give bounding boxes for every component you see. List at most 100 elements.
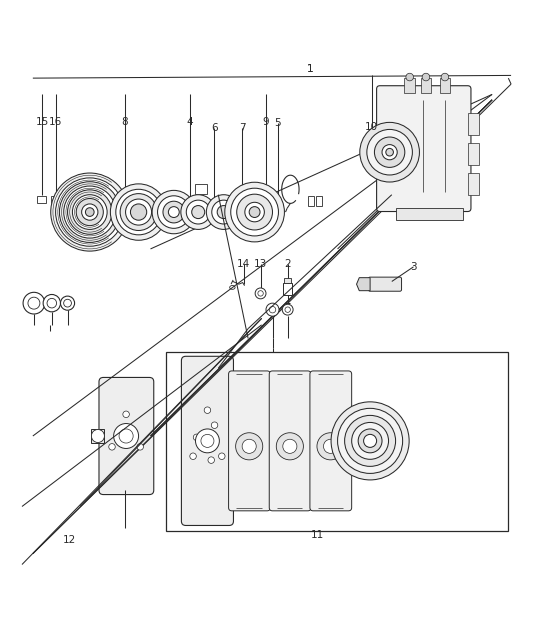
Circle shape — [331, 402, 409, 480]
Circle shape — [190, 453, 196, 460]
Circle shape — [116, 189, 161, 235]
FancyBboxPatch shape — [368, 277, 402, 291]
Bar — [283, 283, 292, 295]
Circle shape — [266, 303, 279, 316]
Circle shape — [109, 443, 115, 450]
Circle shape — [186, 200, 210, 224]
Circle shape — [225, 182, 284, 242]
Circle shape — [324, 439, 337, 453]
Circle shape — [152, 190, 196, 234]
Circle shape — [283, 439, 297, 453]
Circle shape — [386, 148, 393, 156]
Circle shape — [64, 300, 71, 307]
Bar — [37, 196, 46, 203]
Circle shape — [123, 411, 129, 418]
Circle shape — [367, 129, 413, 175]
FancyBboxPatch shape — [310, 371, 352, 511]
FancyBboxPatch shape — [377, 86, 471, 212]
Circle shape — [125, 199, 152, 225]
Text: 1: 1 — [307, 64, 314, 74]
Circle shape — [113, 423, 138, 448]
Bar — [421, 78, 432, 94]
Circle shape — [168, 207, 179, 217]
Text: 15: 15 — [35, 117, 49, 126]
Circle shape — [207, 195, 241, 229]
Circle shape — [258, 291, 263, 296]
Circle shape — [64, 186, 116, 238]
Circle shape — [111, 184, 167, 241]
Circle shape — [76, 198, 104, 225]
Circle shape — [276, 433, 304, 460]
Circle shape — [59, 181, 120, 242]
Bar — [439, 78, 450, 94]
Circle shape — [119, 429, 133, 443]
Circle shape — [231, 188, 278, 236]
Text: 14: 14 — [237, 259, 250, 269]
Circle shape — [120, 193, 157, 230]
Circle shape — [285, 307, 290, 312]
Circle shape — [192, 205, 205, 219]
FancyBboxPatch shape — [181, 356, 233, 526]
Circle shape — [255, 288, 266, 299]
Circle shape — [208, 457, 215, 463]
Circle shape — [163, 201, 185, 223]
Bar — [284, 278, 292, 283]
Circle shape — [245, 202, 264, 222]
Text: 5: 5 — [275, 117, 281, 127]
Bar — [396, 208, 463, 220]
Circle shape — [422, 73, 430, 81]
Circle shape — [235, 433, 263, 460]
Circle shape — [249, 207, 260, 217]
Circle shape — [269, 306, 276, 313]
Circle shape — [344, 415, 396, 467]
Circle shape — [86, 208, 94, 217]
Text: 10: 10 — [365, 122, 378, 132]
Circle shape — [137, 443, 143, 450]
Ellipse shape — [229, 286, 235, 290]
Circle shape — [382, 144, 397, 160]
Circle shape — [193, 434, 200, 441]
Bar — [468, 173, 479, 195]
Circle shape — [82, 204, 98, 220]
Text: 16: 16 — [49, 117, 62, 126]
Text: 13: 13 — [254, 259, 267, 269]
Circle shape — [72, 195, 107, 229]
Circle shape — [211, 422, 218, 428]
Circle shape — [92, 430, 105, 443]
Circle shape — [56, 178, 124, 246]
Circle shape — [28, 297, 40, 309]
Circle shape — [358, 429, 382, 453]
Circle shape — [364, 435, 377, 447]
Bar — [468, 143, 479, 165]
Bar — [167, 205, 177, 219]
Bar — [316, 196, 322, 205]
Circle shape — [43, 295, 60, 312]
Circle shape — [196, 429, 219, 453]
Text: 12: 12 — [63, 535, 76, 545]
Bar — [195, 184, 207, 193]
FancyBboxPatch shape — [269, 371, 311, 511]
Circle shape — [158, 196, 190, 229]
Circle shape — [441, 73, 449, 81]
Circle shape — [60, 296, 75, 310]
Circle shape — [352, 423, 389, 459]
Circle shape — [23, 292, 45, 314]
Circle shape — [47, 298, 57, 308]
Text: 7: 7 — [239, 123, 245, 133]
Bar — [404, 78, 415, 94]
Circle shape — [212, 200, 235, 224]
Text: 8: 8 — [122, 117, 128, 126]
Circle shape — [360, 122, 420, 182]
Bar — [308, 196, 314, 205]
Bar — [92, 429, 105, 443]
Text: 4: 4 — [187, 117, 193, 126]
Circle shape — [374, 137, 405, 168]
Circle shape — [204, 407, 211, 413]
Text: 2: 2 — [284, 259, 291, 269]
Circle shape — [181, 195, 216, 229]
Bar — [51, 196, 59, 203]
Circle shape — [51, 173, 129, 251]
Circle shape — [317, 433, 344, 460]
FancyBboxPatch shape — [99, 377, 154, 495]
Circle shape — [282, 304, 293, 315]
